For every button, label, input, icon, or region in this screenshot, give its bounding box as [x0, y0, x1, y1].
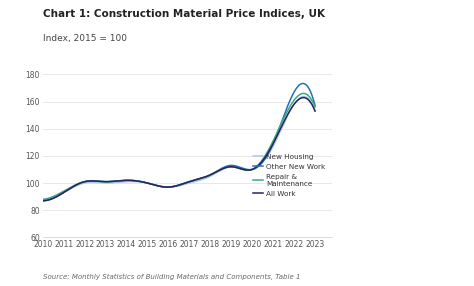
Repair &
Maintenance [40, 198, 46, 201]
Repair &
Maintenance [56, 192, 62, 195]
Other New Work [312, 104, 318, 107]
Text: Index, 2015 = 100: Index, 2015 = 100 [43, 34, 127, 43]
All Work [301, 96, 306, 99]
Other New Work [214, 170, 219, 173]
Repair &
Maintenance [205, 174, 211, 178]
Text: Chart 1: Construction Material Price Indices, UK: Chart 1: Construction Material Price Ind… [43, 9, 325, 19]
Other New Work [206, 174, 211, 178]
Line: Other New Work: Other New Work [43, 84, 315, 201]
Legend: New Housing, Other New Work, Repair &
Maintenance, All Work: New Housing, Other New Work, Repair & Ma… [250, 151, 328, 200]
New Housing [56, 193, 62, 196]
Other New Work [40, 199, 46, 202]
New Housing [246, 168, 252, 172]
All Work [312, 109, 318, 113]
All Work [206, 174, 211, 177]
New Housing [312, 109, 318, 113]
All Work [214, 170, 219, 173]
Other New Work [40, 199, 46, 202]
Repair &
Maintenance [213, 170, 219, 174]
Line: All Work: All Work [43, 98, 315, 201]
Repair &
Maintenance [312, 105, 318, 109]
Line: New Housing: New Housing [43, 96, 315, 201]
New Housing [198, 178, 204, 182]
Other New Work [57, 193, 63, 197]
Line: Repair &
Maintenance: Repair & Maintenance [43, 94, 315, 199]
All Work [198, 176, 204, 180]
New Housing [213, 171, 219, 175]
All Work [275, 133, 281, 136]
Other New Work [198, 177, 204, 180]
Other New Work [300, 82, 306, 85]
New Housing [40, 199, 46, 202]
Repair &
Maintenance [301, 92, 306, 95]
All Work [40, 199, 46, 202]
Repair &
Maintenance [274, 131, 280, 134]
New Housing [274, 136, 280, 140]
Other New Work [275, 131, 281, 134]
All Work [57, 193, 63, 197]
New Housing [205, 176, 211, 179]
Repair &
Maintenance [198, 177, 204, 180]
All Work [40, 199, 46, 202]
Other New Work [247, 168, 253, 171]
Repair &
Maintenance [246, 168, 252, 172]
New Housing [301, 95, 307, 98]
All Work [247, 168, 253, 172]
Text: Source: Monthly Statistics of Building Materials and Components, Table 1: Source: Monthly Statistics of Building M… [43, 274, 300, 280]
